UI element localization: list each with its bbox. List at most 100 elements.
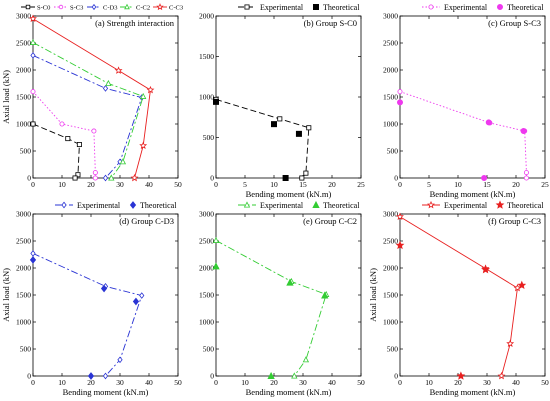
legend-marker [58, 4, 64, 10]
data-point [29, 38, 37, 45]
x-tick-label: 30 [116, 180, 124, 189]
x-tick-label: 50 [541, 378, 549, 387]
legend-marker [61, 201, 67, 209]
x-tick-label: 0 [31, 378, 35, 387]
data-point [212, 236, 220, 243]
x-tick-label: 25 [541, 180, 549, 189]
x-tick-label: 0 [214, 180, 218, 189]
data-point [277, 116, 283, 122]
y-tick-label: 2000 [199, 264, 214, 273]
legend-label: Theoretical [507, 3, 544, 12]
chart-panel-4: 0 10 20 30 40 50050010001500200025003000Bendi… [1, 201, 182, 397]
panel-title: (b) Group S-C0 [304, 18, 357, 28]
legend-marker [427, 200, 435, 209]
y-tick-label: 2000 [199, 12, 214, 21]
data-point [303, 170, 309, 176]
y-tick-label: 0 [394, 372, 398, 381]
x-tick-label: 20 [270, 378, 278, 387]
data-point [306, 125, 312, 131]
data-point [30, 52, 36, 59]
x-tick-label: 0 [31, 180, 35, 189]
theoretical-point [517, 280, 527, 290]
y-tick-label: 0 [210, 372, 214, 381]
data-point [291, 372, 298, 379]
y-tick-label: 1500 [383, 291, 398, 300]
data-point [523, 175, 529, 181]
series-line-s-c0 [32, 123, 80, 179]
y-tick-label: 2500 [16, 237, 31, 246]
legend-marker [129, 201, 137, 209]
legend-label: Theoretical [507, 201, 544, 210]
data-point [506, 339, 515, 347]
series-line-experimental [399, 216, 518, 377]
y-axis-label: Axial load (kN) [1, 70, 11, 124]
x-tick-label: 10 [454, 180, 462, 189]
data-point [30, 121, 36, 127]
legend: Experimental Theoretical [422, 200, 544, 210]
y-tick-label: 500 [203, 133, 215, 142]
legend-marker [25, 4, 31, 10]
legend-marker [156, 3, 164, 11]
x-tick-label: 25 [357, 180, 365, 189]
y-tick-label: 2000 [383, 264, 398, 273]
legend-marker [495, 200, 505, 209]
theoretical-point [212, 98, 219, 105]
data-point [114, 66, 123, 74]
y-tick-label: 1000 [16, 120, 31, 129]
x-tick-label: 40 [145, 180, 153, 189]
data-point [92, 175, 98, 181]
y-tick-label: 2000 [383, 66, 398, 75]
x-tick-label: 10 [425, 378, 433, 387]
panel-title: (f) Group C-C3 [488, 216, 541, 226]
legend-marker [496, 4, 503, 10]
data-point [299, 175, 305, 181]
theoretical-point [282, 174, 289, 181]
y-tick-label: 1500 [199, 291, 214, 300]
y-tick-label: 1000 [199, 318, 214, 327]
series-line-experimental [32, 253, 143, 377]
data-point [497, 371, 506, 380]
data-point [523, 170, 529, 176]
x-tick-label: 10 [241, 378, 249, 387]
data-point [117, 356, 123, 364]
legend-label: S-C3 [70, 5, 83, 12]
y-tick-label: 3000 [16, 210, 31, 219]
x-tick-label: 5 [427, 180, 431, 189]
x-tick-label: 20 [87, 180, 95, 189]
theoretical-point [520, 128, 527, 135]
legend-marker [428, 4, 434, 10]
x-axis-label: Bending moment (kN.m) [63, 387, 149, 397]
legend-marker [312, 200, 320, 209]
x-tick-label: 10 [58, 180, 66, 189]
x-tick-label: 0 [398, 378, 402, 387]
theoretical-point [100, 284, 108, 293]
legend-label: Experimental [444, 201, 488, 210]
x-tick-label: 20 [87, 378, 95, 387]
y-tick-label: 1000 [199, 93, 214, 102]
chart-panel-6: 0 10 20 30 40 50050010001500200025003000Bendi… [368, 200, 549, 397]
panel-title: (d) Group C-D3 [119, 216, 174, 226]
theoretical-point [395, 240, 405, 250]
data-point [139, 292, 145, 299]
plot-frame [215, 213, 362, 377]
chart-panel-1: 0 10 20 30 40 50050010001500200025003000Axial… [1, 3, 183, 189]
y-tick-label: 500 [20, 147, 32, 156]
y-tick-label: 2500 [383, 39, 398, 48]
legend-label: C-C3 [169, 5, 183, 12]
x-tick-label: 40 [328, 378, 336, 387]
legend-label: Theoretical [140, 201, 177, 210]
legend: Experimental Theoretical [238, 3, 360, 12]
y-tick-label: 1500 [383, 93, 398, 102]
x-tick-label: 15 [299, 180, 307, 189]
x-axis-label: Bending moment (kN.m) [430, 387, 516, 397]
y-tick-label: 2500 [199, 237, 214, 246]
y-tick-label: 0 [394, 174, 398, 183]
data-point [29, 14, 37, 23]
plot-frame [32, 15, 179, 179]
y-axis-label: Axial load (kN) [1, 268, 11, 322]
y-tick-label: 3000 [16, 12, 31, 21]
plot-frame [215, 15, 362, 179]
y-tick-label: 500 [203, 345, 215, 354]
y-tick-label: 3000 [383, 12, 398, 21]
data-point [396, 212, 404, 221]
